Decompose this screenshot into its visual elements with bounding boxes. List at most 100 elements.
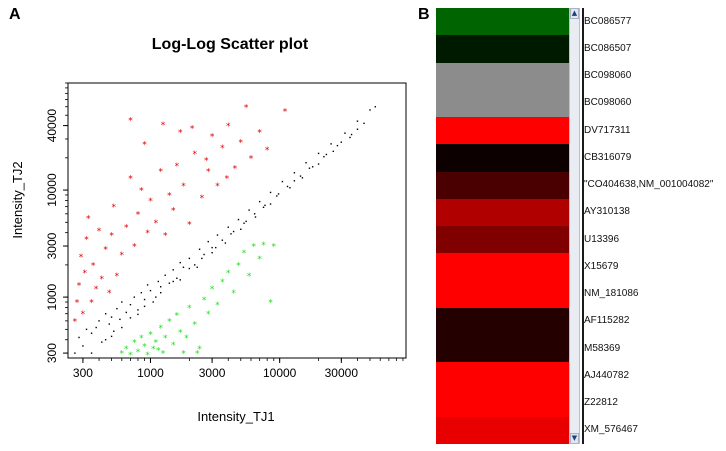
- data-point-green: *: [142, 342, 147, 352]
- data-point-black: [129, 303, 132, 306]
- data-point-red: *: [163, 232, 168, 242]
- scroll-up-arrow-icon[interactable]: ▲: [570, 8, 579, 19]
- heatmap-cell: [436, 307, 569, 335]
- data-point-red: *: [97, 227, 102, 237]
- data-point-black: [262, 206, 265, 209]
- heatmap-cell: [436, 8, 569, 36]
- data-point-green: *: [167, 317, 172, 327]
- data-point-black: [182, 266, 185, 268]
- data-point-black: [101, 341, 103, 343]
- data-point-green: *: [272, 243, 277, 253]
- data-point-green: *: [184, 334, 189, 344]
- data-point-green: *: [226, 269, 231, 279]
- gene-label: BC098060: [584, 97, 632, 109]
- data-point-black: [211, 246, 213, 249]
- data-point-black: [349, 136, 351, 139]
- data-point-black: [211, 251, 213, 254]
- data-point-black: [90, 332, 93, 334]
- heatmap-cell: [436, 171, 569, 199]
- data-point-black: [344, 132, 346, 134]
- heatmap-scrollbar[interactable]: ▲ ▼: [569, 8, 580, 444]
- data-point-black: [121, 301, 123, 303]
- data-point-red: *: [167, 191, 172, 201]
- data-point-black: [317, 152, 320, 155]
- data-point-black: [325, 153, 328, 156]
- data-point-green: *: [154, 339, 159, 349]
- data-point-red: *: [257, 128, 262, 138]
- data-point-green: *: [251, 243, 256, 253]
- data-point-black: [215, 246, 217, 249]
- data-point-black: [125, 311, 127, 314]
- data-point-black: [85, 328, 88, 331]
- data-point-black: [299, 175, 302, 177]
- data-point-black: [289, 187, 291, 189]
- data-point-red: *: [136, 210, 141, 220]
- data-point-red: *: [89, 299, 94, 309]
- data-point-black: [133, 296, 136, 298]
- data-point-black: [340, 141, 343, 143]
- data-point-black: [110, 316, 113, 318]
- panel-a-label: A: [9, 6, 21, 23]
- data-point-green: *: [242, 249, 247, 259]
- data-point-black: [369, 109, 371, 111]
- gene-label: Z22812: [584, 397, 618, 409]
- data-point-red: *: [181, 182, 186, 192]
- data-point-black: [168, 282, 171, 284]
- data-point-green: *: [220, 278, 225, 288]
- data-point-green: *: [139, 334, 144, 344]
- data-point-green: *: [231, 289, 236, 299]
- y-axis-label: Intensity_TJ2: [10, 161, 25, 238]
- data-point-green: *: [171, 341, 176, 351]
- data-point-black: [78, 336, 80, 339]
- data-point-black: [363, 122, 365, 125]
- data-point-black: [281, 180, 284, 183]
- data-point-red: *: [82, 269, 87, 279]
- data-point-black: [293, 180, 296, 182]
- data-point-black: [216, 234, 219, 236]
- data-point-green: *: [210, 285, 215, 295]
- data-point-red: *: [171, 207, 176, 217]
- data-point-black: [301, 177, 304, 179]
- y-tick-label: 300: [45, 343, 59, 363]
- data-point-black: [254, 216, 257, 218]
- data-point-black: [269, 203, 272, 205]
- data-point-black: [143, 305, 146, 308]
- data-point-red: *: [200, 194, 205, 204]
- data-point-green: *: [132, 339, 137, 349]
- data-point-black: [245, 220, 247, 223]
- data-point-black: [221, 239, 224, 241]
- data-point-black: [293, 172, 296, 174]
- data-point-green: *: [187, 304, 192, 314]
- data-point-green: *: [197, 345, 202, 355]
- data-point-black: [108, 323, 110, 325]
- data-point-black: [201, 257, 203, 260]
- data-point-black: [317, 163, 320, 165]
- data-point-red: *: [225, 174, 230, 184]
- data-point-green: *: [124, 345, 129, 355]
- expression-heatmap: [436, 8, 569, 444]
- data-point-black: [277, 193, 280, 195]
- scroll-down-arrow-icon[interactable]: ▼: [570, 433, 579, 444]
- chart-title: Log-Log Scatter plot: [152, 36, 309, 53]
- data-point-green: *: [181, 350, 186, 360]
- data-point-red: *: [79, 253, 84, 263]
- heatmap-divider: [582, 8, 584, 444]
- data-point-red: *: [128, 117, 133, 127]
- heatmap-cell: [436, 416, 569, 444]
- data-point-black: [188, 257, 191, 260]
- data-point-black: [264, 204, 266, 207]
- data-point-red: *: [107, 289, 112, 299]
- data-point-red: *: [139, 187, 144, 197]
- heatmap-cell: [436, 62, 569, 90]
- gene-label: NM_181086: [584, 288, 639, 300]
- data-point-green: *: [158, 324, 163, 334]
- data-point-black: [305, 162, 307, 164]
- data-point-black: [104, 313, 107, 315]
- data-point-black: [269, 191, 272, 194]
- data-point-red: *: [154, 219, 159, 229]
- y-axis: 300 1000 3000 10000 40000: [45, 82, 68, 363]
- data-point-green: *: [192, 321, 197, 331]
- data-point-black: [157, 280, 160, 283]
- data-point-green: *: [178, 329, 183, 339]
- data-point-red: *: [94, 285, 99, 295]
